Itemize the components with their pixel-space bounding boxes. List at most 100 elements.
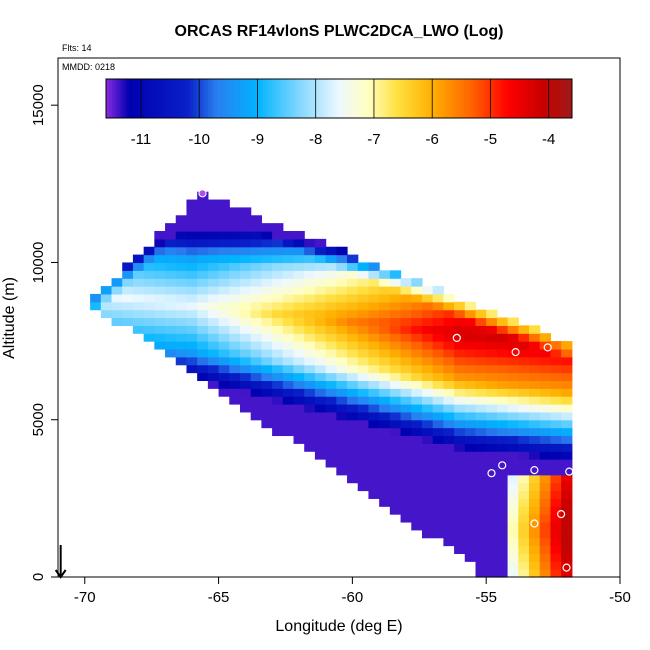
heatmap-cell [111, 309, 123, 319]
flight-point [198, 189, 207, 198]
heatmap-cell [561, 443, 573, 452]
heatmap-cell [443, 419, 455, 429]
heatmap-cell [411, 411, 423, 421]
heatmap-cell [207, 301, 220, 311]
heatmap-cell [197, 333, 209, 342]
colorbar-segment [455, 79, 459, 118]
heatmap-cell [529, 451, 541, 460]
colorbar-segment [324, 79, 328, 118]
heatmap-cell [475, 474, 487, 484]
heatmap-cell [250, 278, 262, 287]
colorbar-segment [528, 79, 532, 118]
colorbar-segment [417, 79, 422, 118]
heatmap-cell [389, 466, 402, 476]
colorbar-segment [333, 79, 337, 118]
heatmap-cell [496, 529, 509, 539]
heatmap-cell [400, 396, 412, 405]
colorbar-segment [138, 79, 142, 118]
heatmap-cell [175, 356, 188, 366]
heatmap-cell [239, 356, 252, 366]
heatmap-cell [239, 286, 252, 295]
heatmap-cell [529, 569, 541, 578]
heatmap-cell [357, 301, 370, 311]
heatmap-cell [90, 293, 102, 303]
heatmap-cell [218, 286, 230, 295]
heatmap-cell [454, 411, 466, 421]
heatmap-cell [550, 380, 562, 389]
heatmap-cell [314, 348, 327, 358]
heatmap-cell [389, 419, 402, 429]
heatmap-cell [443, 498, 455, 507]
heatmap-cell [475, 341, 487, 350]
heatmap-cell [207, 238, 220, 248]
heatmap-cell [421, 333, 434, 342]
heatmap-cell [357, 293, 370, 303]
heatmap-cell [507, 474, 519, 484]
heatmap-cell [314, 238, 327, 248]
heatmap-cell [421, 451, 434, 460]
heatmap-cell [464, 537, 477, 547]
heatmap-cell [154, 238, 166, 248]
heatmap-cell [486, 435, 498, 444]
heatmap-cell [304, 262, 316, 271]
heatmap-cell [400, 356, 412, 366]
heatmap-cell [443, 309, 455, 319]
heatmap-cell [261, 372, 273, 382]
heatmap-cell [496, 325, 509, 334]
colorbar-segment [327, 79, 331, 118]
heatmap-cell [282, 380, 295, 389]
heatmap-cell [518, 364, 530, 374]
heatmap-cell [293, 317, 305, 326]
heatmap-cell [486, 459, 498, 468]
heatmap-cell [518, 388, 530, 397]
heatmap-cell [518, 498, 530, 507]
heatmap-cell [518, 561, 530, 570]
heatmap-cell [347, 333, 359, 342]
heatmap-cell [250, 262, 262, 271]
heatmap-cell [175, 341, 188, 350]
colorbar-tick-label: -9 [251, 131, 264, 148]
heatmap-cell [368, 278, 380, 287]
heatmap-cell [143, 246, 155, 256]
heatmap-cell [379, 380, 391, 389]
heatmap-cell [239, 278, 252, 287]
colorbar-segment [219, 79, 223, 118]
heatmap-cell [272, 411, 284, 421]
heatmap-cell [261, 231, 273, 240]
heatmap-cell [464, 529, 477, 539]
heatmap-cell [421, 348, 434, 358]
heatmap-cell [229, 215, 241, 224]
heatmap-cell [475, 545, 487, 555]
heatmap-cell [475, 348, 487, 358]
heatmap-cell [122, 262, 134, 271]
heatmap-cell [357, 348, 370, 358]
heatmap-cell [154, 333, 166, 342]
heatmap-cell [229, 223, 241, 232]
heatmap-cell [529, 514, 541, 523]
heatmap-cell [368, 317, 380, 326]
heatmap-cell [336, 325, 348, 334]
heatmap-cell [539, 498, 552, 507]
heatmap-cell [218, 215, 230, 224]
heatmap-cell [496, 521, 509, 531]
heatmap-cell [539, 419, 552, 429]
heatmap-cell [239, 238, 252, 248]
colorbar-segment [420, 79, 424, 118]
heatmap-cell [197, 372, 209, 382]
heatmap-cell [293, 341, 305, 350]
colorbar-segment [245, 79, 250, 118]
heatmap-cell [464, 317, 477, 326]
heatmap-cell [325, 254, 337, 264]
heatmap-cell [550, 435, 562, 444]
colorbar-segment [449, 79, 454, 118]
heatmap-cell [496, 459, 509, 468]
colorbar-segment [438, 79, 442, 118]
heatmap-cell [400, 506, 412, 515]
heatmap-cell [454, 341, 466, 350]
heatmap-cell [357, 372, 370, 382]
heatmap-cell [272, 396, 284, 405]
heatmap-cell [496, 537, 509, 547]
heatmap-cell [529, 333, 541, 342]
heatmap-cell [496, 396, 509, 405]
heatmap-cell [272, 309, 284, 319]
